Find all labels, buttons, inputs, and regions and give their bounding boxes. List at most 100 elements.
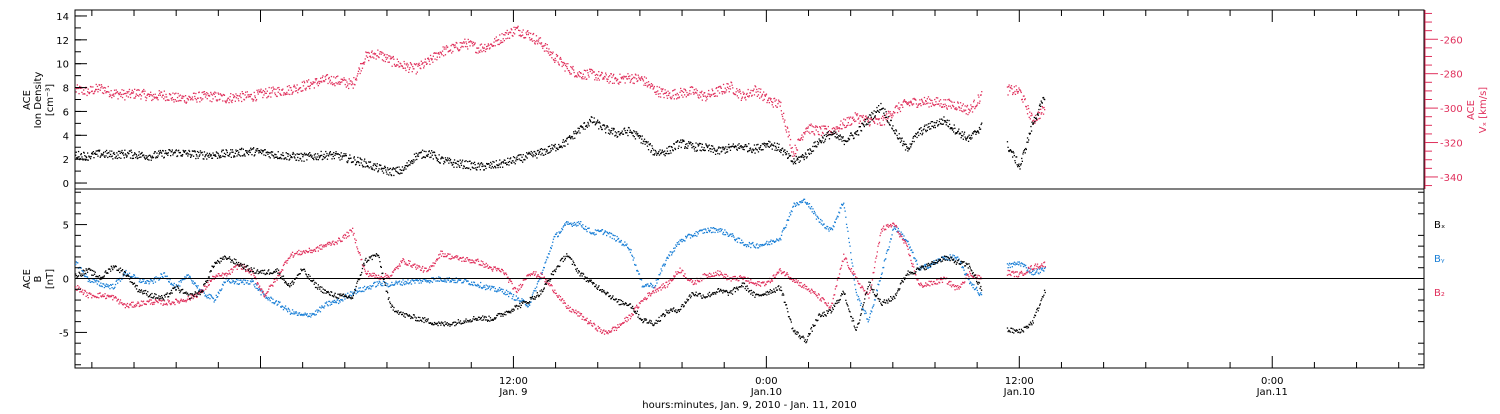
series-bz-points-point (282, 264, 285, 267)
series-density-points-point (125, 154, 127, 156)
series-bz-points-point (155, 299, 157, 302)
series-density-points-point (310, 154, 312, 156)
series-vx-points-point (851, 123, 853, 125)
series-vx-points-point (897, 107, 899, 109)
series-vx-points-point (1028, 116, 1030, 118)
series-vx-points-point (460, 42, 463, 44)
series-vx-points-point (256, 89, 258, 91)
series-by-points-point (538, 278, 541, 280)
series-density-points-point (981, 122, 983, 124)
series-bz-points-point (158, 299, 160, 301)
series-vx-points-point (364, 61, 366, 63)
series-vx-points-point (228, 102, 230, 104)
series-density-points-point (420, 151, 422, 153)
series-by-points-point (831, 229, 834, 231)
series-vx-points-point (291, 92, 294, 94)
series-by-points-point (579, 223, 581, 225)
series-density-points-point (649, 143, 651, 145)
series-vx-points-point (536, 43, 539, 45)
series-density-points-point (755, 148, 757, 151)
series-density-points-point (514, 163, 516, 165)
series-by-points-point (378, 280, 380, 282)
series-by-points-point (89, 280, 91, 282)
series-by-points-point (665, 259, 667, 262)
series-vx-points-point (111, 97, 113, 99)
series-bz-points-point (161, 300, 163, 302)
series-by-points-point (261, 290, 263, 292)
series-by-points-point (323, 307, 325, 309)
series-vx-points-point (357, 73, 359, 75)
series-by-points-point (550, 247, 552, 250)
series-bz-points-point (136, 302, 138, 305)
series-density-points-point (830, 131, 832, 133)
series-by-points-point (168, 281, 170, 283)
series-by-points-point (616, 235, 618, 238)
series-density-points-point (216, 152, 218, 154)
series-bz-points-point (121, 303, 124, 306)
series-vx-points-point (787, 127, 789, 129)
series-vx-points-point (858, 117, 860, 119)
series-vx-points-point (372, 56, 374, 58)
series-bz-points-point (298, 253, 301, 255)
series-vx-points-point (472, 45, 474, 47)
series-vx-points-point (407, 66, 409, 68)
series-by-points-point (537, 281, 539, 283)
series-vx-points-point (646, 81, 648, 84)
series-vx-points-point (627, 73, 629, 75)
series-density-points-point (794, 160, 796, 162)
series-vx-points-point (214, 96, 216, 98)
series-density-points-point (554, 143, 556, 146)
series-by-points-point (507, 291, 509, 293)
series-by-points-point (429, 282, 431, 284)
series-density-points-point (397, 172, 400, 175)
series-density-points-point (270, 151, 273, 153)
series-density-points-point (209, 154, 211, 156)
series-vx-points-point (107, 91, 109, 93)
series-vx-points-point (546, 47, 548, 49)
series-by-points-point (177, 284, 180, 286)
series-by-points-point (1009, 266, 1011, 269)
series-vx-points-point (936, 103, 938, 105)
series-vx-points-point (500, 41, 503, 44)
series-density-points-point (954, 127, 956, 129)
series-vx-points-point (614, 78, 616, 80)
series-by-points-point (457, 278, 459, 280)
series-density-points-point (238, 154, 240, 156)
series-vx-points-point (945, 105, 947, 107)
series-by-points-point (878, 280, 881, 282)
series-density-points-point (491, 165, 493, 168)
series-vx-points-point (245, 97, 247, 99)
series-by-points-point (614, 235, 616, 237)
series-vx-points-point (276, 95, 278, 98)
series-by-points-point (501, 288, 503, 290)
series-vx-points-point (361, 63, 363, 65)
series-density-points-point (387, 169, 389, 171)
series-vx-points-point (677, 97, 679, 99)
series-bz-points-point (173, 301, 175, 304)
series-density-points-point (1030, 130, 1033, 132)
series-density-points-point (502, 166, 504, 168)
series-by-points-point (131, 275, 133, 278)
series-by-points-point (313, 313, 315, 315)
series-bz-points-point (98, 297, 100, 299)
series-density-points-point (296, 153, 298, 155)
series-vx-points-point (432, 61, 434, 63)
series-vx-points-point (847, 122, 849, 124)
series-vx-points-point (1031, 114, 1033, 116)
series-vx-points-point (369, 55, 372, 57)
series-density-points-point (635, 132, 637, 135)
series-vx-points-point (705, 96, 708, 98)
series-density-points-point (1030, 125, 1032, 128)
series-density-points-point (530, 153, 532, 155)
series-by-points-point (1018, 261, 1020, 263)
series-vx-points-point (559, 56, 562, 59)
series-vx-points-point (837, 127, 839, 130)
series-vx-points-point (743, 92, 745, 95)
series-density-points-point (965, 138, 967, 140)
series-density-points-point (898, 138, 900, 140)
series-density-points-point (519, 159, 521, 161)
series-bz-points-point (163, 300, 166, 302)
series-vx-points-point (738, 91, 740, 93)
series-by-points-point (187, 274, 189, 276)
series-vx-points-point (497, 43, 499, 46)
